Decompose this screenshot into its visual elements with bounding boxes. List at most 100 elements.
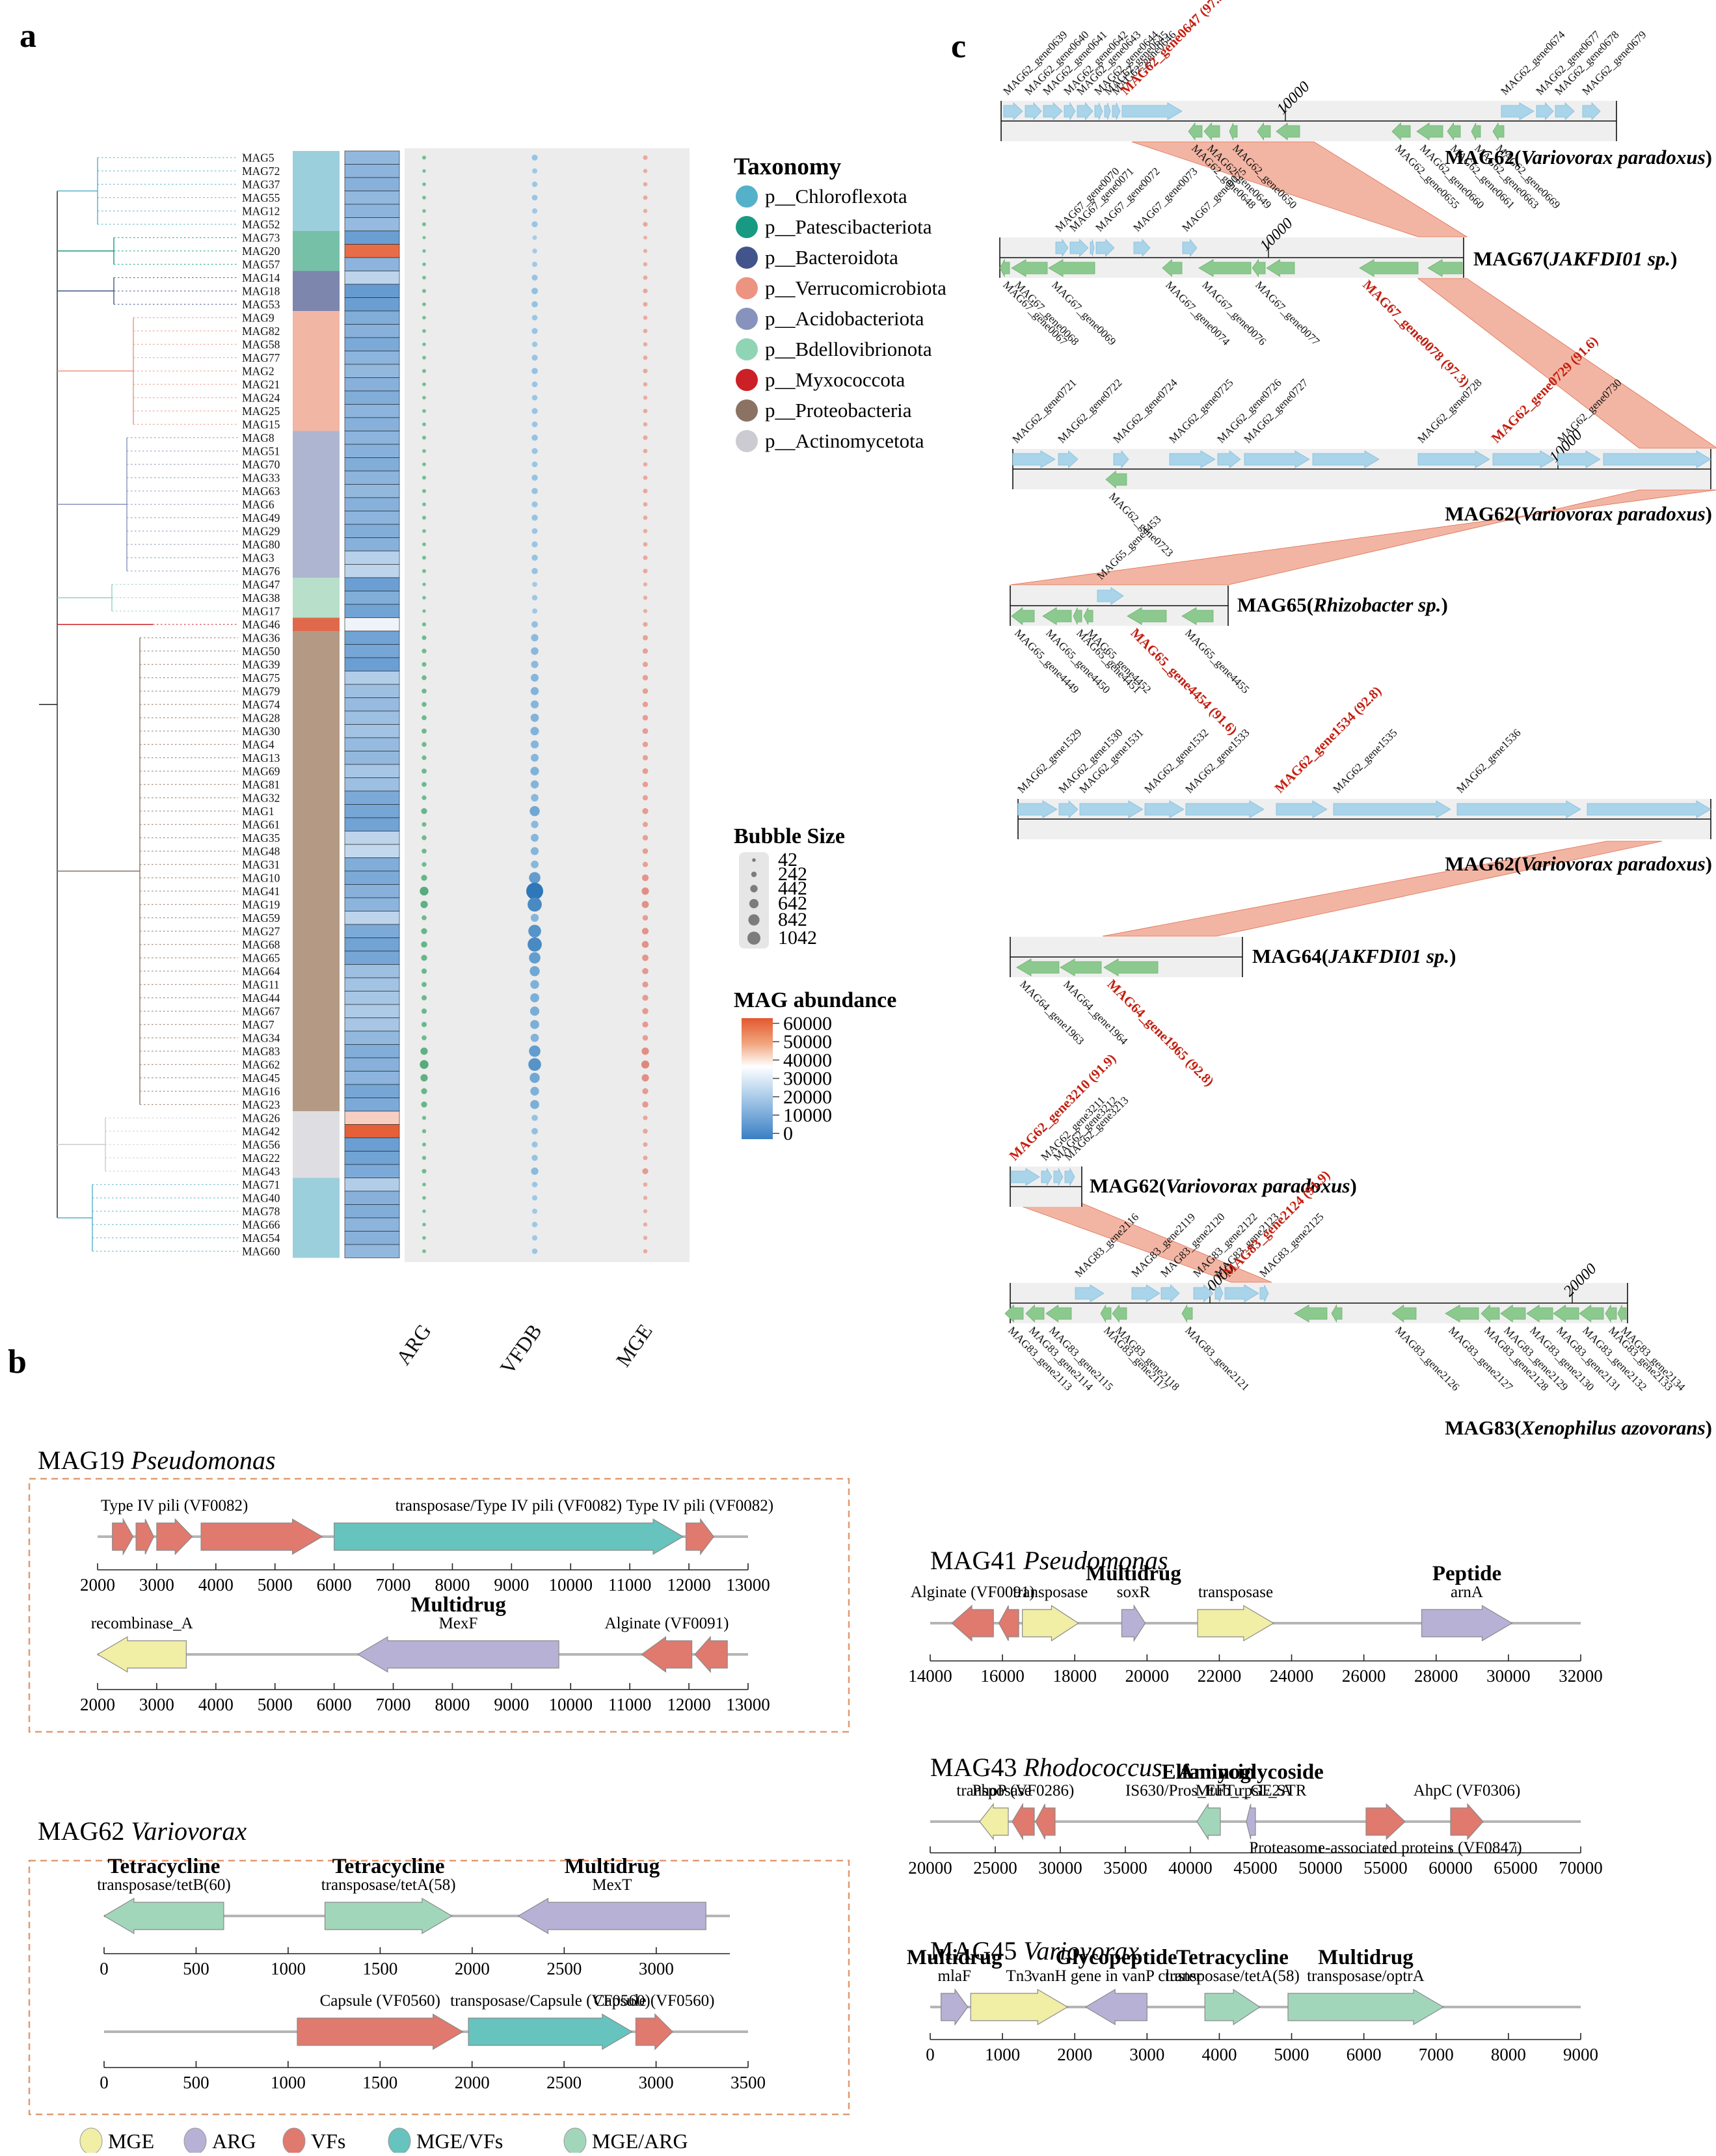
gene-name-label: vanH gene in vanP cluster — [1031, 1967, 1201, 1985]
gene-arrow-icon — [1266, 259, 1295, 277]
gene-arrow-icon — [1053, 1168, 1064, 1186]
gene-arrow-icon — [1083, 607, 1093, 625]
gene-arrow-icon — [1025, 101, 1042, 121]
gene-category-label: Multidrug — [1086, 1562, 1181, 1585]
axis-tick-label: 24000 — [1270, 1666, 1314, 1686]
gene-name-label: mlaF — [938, 1967, 971, 1985]
bubble-size-swatch-icon — [750, 885, 758, 893]
legend-label: MGE/ARG — [592, 2129, 688, 2153]
axis-tick-label: 12000 — [667, 1575, 711, 1595]
mag-row-label: MAG64(JAKFDI01 sp.) — [1252, 945, 1456, 967]
axis-tick-label: 1500 — [362, 1959, 397, 1978]
axis-tick-label: 5000 — [258, 1575, 293, 1595]
gene-arrow-icon — [1105, 470, 1127, 489]
axis-tick-label: 8000 — [1491, 2045, 1526, 2064]
gene-arrow-icon — [1075, 1284, 1105, 1302]
svg-text:p__Acidobacteriota: p__Acidobacteriota — [765, 307, 924, 330]
svg-text:40000: 40000 — [783, 1049, 832, 1071]
gene-arrow-icon — [1276, 122, 1300, 141]
svg-text:MAG32: MAG32 — [242, 791, 280, 804]
gene-arrow-icon — [1553, 1304, 1579, 1323]
gene-category-label: Aminoglycoside — [1178, 1760, 1324, 1784]
axis-tick-label: 1500 — [362, 2073, 397, 2092]
gene-arrow-icon — [1064, 101, 1076, 121]
svg-text:MAG27: MAG27 — [242, 924, 280, 937]
gene-arrow-icon — [112, 1517, 134, 1556]
gene-arrow-icon — [1011, 259, 1048, 277]
svg-text:30000: 30000 — [783, 1068, 832, 1090]
gene-arrow-icon — [1427, 259, 1463, 277]
axis-tick-label: 3000 — [139, 1575, 174, 1595]
gene-arrow-icon — [1579, 1304, 1604, 1323]
axis-tick-label: 3000 — [139, 1695, 174, 1714]
legend-swatch-icon — [79, 2127, 103, 2155]
gene-category-label: Glycopeptide — [1056, 1946, 1177, 1969]
svg-text:MAG25: MAG25 — [242, 405, 280, 418]
gene-arrow-icon — [1471, 122, 1481, 141]
axis-tick-label: 50000 — [1298, 1858, 1343, 1878]
mag-row-label: MAG62(Variovorax paradoxus) — [1445, 852, 1712, 875]
synteny-ribbon — [1131, 141, 1468, 237]
svg-text:MAG65: MAG65 — [242, 951, 280, 964]
gene-arrow-icon — [1229, 122, 1238, 141]
axis-tick-label: 32000 — [1559, 1666, 1603, 1686]
svg-text:50000: 50000 — [783, 1031, 832, 1053]
gene-arrow-icon — [685, 1518, 715, 1556]
svg-text:MAG30: MAG30 — [242, 725, 280, 738]
svg-text:MAG45: MAG45 — [242, 1071, 280, 1085]
svg-text:MAG43: MAG43 — [242, 1165, 280, 1178]
gene-label: MAG83_gene2134 — [1618, 1324, 1688, 1394]
axis-tick-label: 11000 — [608, 1695, 652, 1714]
svg-text:10000: 10000 — [783, 1105, 832, 1126]
gene-arrow-icon — [135, 1518, 155, 1555]
gene-name-label: soxR — [1117, 1583, 1151, 1601]
gene-name-label: Alginate (VF0091) — [605, 1615, 729, 1632]
axis-tick-label: 2000 — [455, 1959, 490, 1978]
panel-c-label: c — [951, 28, 966, 65]
svg-text:MAG67: MAG67 — [242, 1004, 280, 1017]
gene-arrow-icon — [1617, 1304, 1627, 1323]
svg-text:242: 242 — [778, 863, 807, 885]
axis-tick-label: 2000 — [455, 2073, 490, 2092]
group-outline — [28, 1477, 850, 1733]
gene-label: MAG62_gene1534 (92.8) — [1272, 683, 1385, 796]
axis-tick-label: 4000 — [1201, 2045, 1237, 2064]
gene-arrow-icon — [1416, 122, 1443, 141]
gene-arrow-icon — [1257, 122, 1271, 141]
svg-text:MAG59: MAG59 — [242, 911, 280, 924]
gene-arrow-icon — [334, 1518, 684, 1556]
gene-name-label: transposase/optrA — [1307, 1967, 1425, 1985]
gene-arrow-icon — [1073, 607, 1082, 625]
axis-tick-label: 9000 — [1563, 2045, 1598, 2064]
axis-tick-label: 28000 — [1414, 1666, 1458, 1686]
gene-arrow-icon — [1011, 607, 1035, 625]
axis-tick-label: 10000 — [549, 1695, 593, 1714]
axis-tick-label: 40000 — [1168, 1858, 1213, 1878]
mag-row-label: MAG62(Variovorax paradoxus) — [1090, 1174, 1357, 1197]
axis-tick-label: 7000 — [376, 1695, 411, 1714]
gene-arrow-icon — [1203, 122, 1220, 141]
bubble-size-swatch-icon — [752, 858, 756, 862]
gene-arrow-icon — [1182, 238, 1198, 258]
svg-text:MAG70: MAG70 — [242, 458, 280, 471]
gene-arrow-icon — [1133, 238, 1151, 258]
svg-text:MAG83: MAG83 — [242, 1045, 280, 1058]
svg-text:MAG2: MAG2 — [242, 364, 275, 377]
legend-swatch-icon — [388, 2127, 411, 2155]
axis-tick-label: 2500 — [546, 2073, 582, 2092]
gene-arrow-icon — [1097, 587, 1124, 605]
panel-a-label: a — [20, 18, 36, 55]
gene-name-label: transposase — [1198, 1583, 1273, 1601]
gene-name-label: transposase/Type IV pili (VF0082) — [395, 1497, 622, 1515]
gene-arrow-icon — [1557, 450, 1601, 468]
gene-name-label: transposase — [1013, 1583, 1088, 1601]
legend-swatch-icon — [183, 2127, 207, 2155]
gene-arrow-icon — [1185, 800, 1265, 818]
svg-text:MAG61: MAG61 — [242, 818, 280, 831]
svg-text:VFDB: VFDB — [495, 1319, 546, 1379]
axis-tick-label: 55000 — [1363, 1858, 1408, 1878]
svg-text:MAG28: MAG28 — [242, 711, 280, 724]
gene-arrow-icon — [1016, 958, 1060, 977]
gene-name-label: transposase/Capsule (VF0560) — [450, 1992, 650, 2010]
gene-category-label: Multidrug — [565, 1855, 660, 1878]
